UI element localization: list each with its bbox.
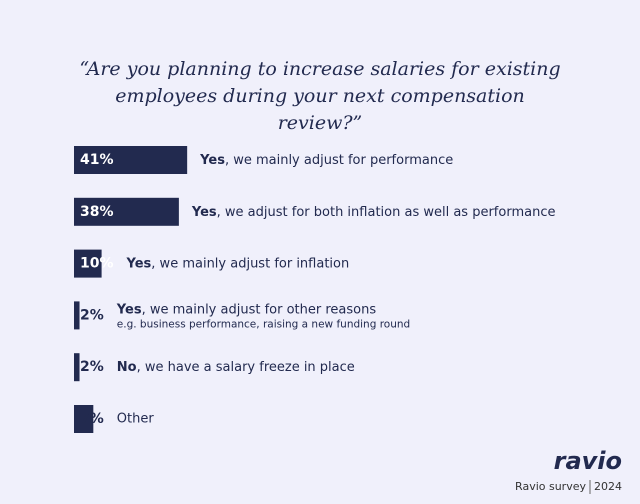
category-label: Yes, we mainly adjust for other reasons	[116, 302, 377, 317]
annotation: e.g. business performance, raising a new…	[117, 318, 410, 330]
category-label: Yes, we adjust for both inflation as wel…	[191, 204, 556, 219]
bar	[74, 353, 80, 382]
bar	[74, 405, 94, 433]
value-label: 38%	[80, 204, 114, 220]
value-label: 2%	[80, 359, 104, 375]
source: Ravio survey	[515, 480, 586, 493]
bar	[74, 197, 179, 226]
category-label: Yes, we mainly adjust for inflation	[126, 256, 350, 271]
bar	[74, 146, 188, 174]
value-label: 2%	[80, 307, 104, 323]
bar	[74, 249, 102, 278]
category-label: No, we have a salary freeze in place	[117, 360, 355, 375]
value-label: 7%	[80, 411, 104, 427]
category-label: Yes, we mainly adjust for performance	[199, 153, 453, 168]
brand-logo: ravio	[554, 447, 622, 475]
category-label: Other	[117, 412, 155, 427]
value-label: 10%	[80, 256, 114, 272]
value-label: 41%	[80, 152, 114, 168]
chart-title: “Are you planning to increase salaries f…	[79, 58, 561, 134]
year: 2024	[594, 480, 622, 493]
bar	[74, 301, 80, 330]
